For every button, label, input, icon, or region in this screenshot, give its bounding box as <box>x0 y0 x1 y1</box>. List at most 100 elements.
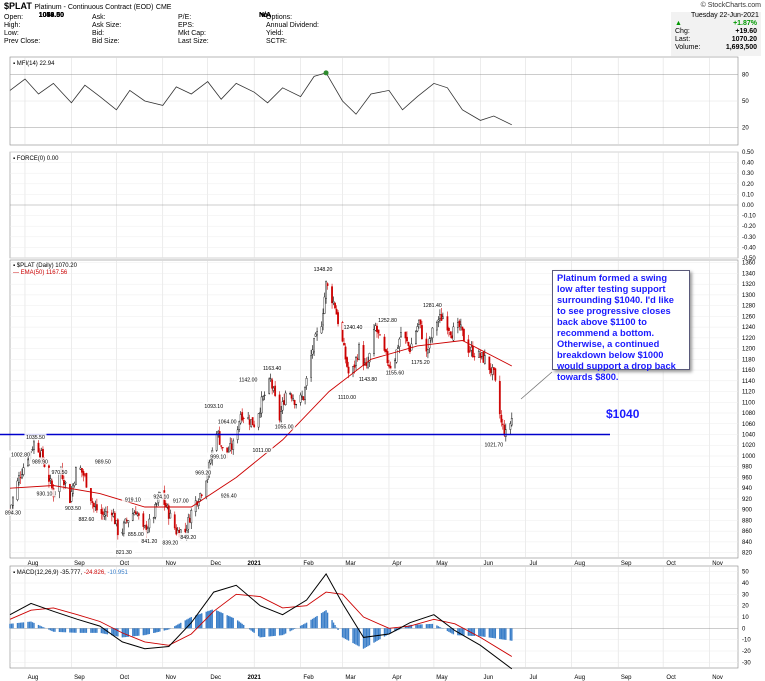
candle-body-181 <box>388 364 390 367</box>
x-label-macd-5: 2021 <box>247 675 261 681</box>
candle-body-47 <box>106 511 109 513</box>
macd-hist-bar-226 <box>482 628 485 637</box>
candle-body-209 <box>447 328 450 331</box>
price-label-5: 970.50 <box>51 470 67 476</box>
macd-hist-bar-82 <box>180 622 182 629</box>
price-label-17: 969.20 <box>195 471 211 477</box>
price-label-14: 839.20 <box>162 540 178 546</box>
candle-body-208 <box>446 316 449 331</box>
quote-col3-label-0: P/E: <box>178 14 192 21</box>
candle-body-157 <box>337 312 339 325</box>
x-label-macd-9: May <box>436 675 447 681</box>
macd-hist-bar-177 <box>379 628 381 640</box>
candle-body-31 <box>73 482 76 486</box>
macd-hist-bar-183 <box>394 628 396 632</box>
candle-body-104 <box>227 451 230 453</box>
mfi-tick-1: 50 <box>742 99 749 105</box>
macd-hist-bar-15 <box>40 626 43 629</box>
macd-hist-bar-40 <box>93 628 95 633</box>
macd-hist-bar-57 <box>127 628 130 637</box>
candle-body-142 <box>305 378 308 386</box>
macd-hist-bar-180 <box>386 628 389 635</box>
macd-hist-bar-59 <box>133 628 136 637</box>
quote-col1-value-3: 1050.60 <box>38 12 64 19</box>
macd-tick-0: -30 <box>742 660 751 666</box>
candle-body-62 <box>137 513 140 516</box>
candle-body-133 <box>289 392 292 395</box>
macd-hist-bar-228 <box>488 628 491 638</box>
macd-hist-bar-121 <box>262 628 264 638</box>
price-tick-15: 1120 <box>742 390 756 396</box>
candle-body-77 <box>169 512 172 519</box>
macd-hist-bar-135 <box>292 628 294 630</box>
mfi-line <box>9 72 512 126</box>
macd-hist-bar-157 <box>337 628 339 630</box>
candle-body-158 <box>341 322 344 342</box>
macd-hist-bar-190 <box>407 625 410 629</box>
x-label-price-14: Oct <box>666 561 676 567</box>
candle-body-99 <box>217 430 220 434</box>
candle-body-51 <box>115 520 118 525</box>
candle-body-26 <box>63 480 65 486</box>
candle-body-211 <box>450 335 453 339</box>
candle-body-6 <box>21 474 23 479</box>
price-label-bg-6 <box>61 503 84 511</box>
price-tick-9: 1000 <box>742 454 756 460</box>
candle-body-231 <box>492 367 495 370</box>
candle-body-102 <box>221 447 224 449</box>
price-label-34: 1021.70 <box>484 442 503 448</box>
candle-body-173 <box>373 329 375 354</box>
macd-hist-bar-17 <box>43 627 46 629</box>
volume-label: Volume: <box>675 44 701 51</box>
candle-body-33 <box>79 467 82 470</box>
candle-body-88 <box>194 500 197 513</box>
macd-hist-bar-238 <box>509 628 512 641</box>
macd-hist-bar-162 <box>347 628 350 641</box>
price-tick-2: 860 <box>742 529 753 535</box>
candle-body-186 <box>398 338 401 347</box>
macd-hist-bar-234 <box>500 628 503 640</box>
macd-hist-bar-230 <box>491 628 494 638</box>
macd-hist-bar-193 <box>415 624 417 629</box>
candle-body-203 <box>436 322 438 331</box>
macd-hist-bar-0 <box>9 623 11 629</box>
candle-body-20 <box>51 480 53 489</box>
quote-col1-value-1: 1074.00 <box>38 12 64 19</box>
macd-hist-bar-194 <box>416 624 419 629</box>
force-tick-4: 0.10 <box>742 192 754 198</box>
macd-hist-bar-108 <box>236 620 239 629</box>
price-label-31: 1155.60 <box>386 370 404 376</box>
candle-body-55 <box>124 518 127 523</box>
price-label-bg-25 <box>273 422 296 430</box>
x-label-macd-15: Nov <box>712 675 723 681</box>
macd-hist-bar-62 <box>138 628 140 636</box>
macd-hist-bar-139 <box>301 625 303 629</box>
macd-hist-bar-130 <box>281 628 284 636</box>
macd-hist-bar-203 <box>436 625 438 629</box>
macd-hist-bar-178 <box>383 628 386 637</box>
macd-hist-bar-232 <box>494 628 497 639</box>
price-label-21: 926.40 <box>221 494 237 500</box>
candle-body-122 <box>263 394 266 396</box>
candle-body-64 <box>143 525 146 528</box>
macd-tick-8: 50 <box>742 570 749 576</box>
candle-body-106 <box>230 443 233 450</box>
macd-legend-hist: -10.951 <box>108 570 129 576</box>
macd-hist-bar-92 <box>201 613 203 629</box>
x-label-macd-3: Nov <box>165 675 176 681</box>
candle-body-230 <box>491 367 494 375</box>
macd-hist-bar-73 <box>163 628 165 631</box>
candle-body-114 <box>248 419 251 425</box>
macd-tick-2: -10 <box>742 638 751 644</box>
chg-value: +19.60 <box>735 28 757 35</box>
macd-hist-bar-50 <box>114 628 116 636</box>
price-label-bg-7 <box>75 515 98 523</box>
macd-hist-bar-106 <box>230 617 233 629</box>
macd-hist-bar-6 <box>21 622 23 629</box>
price-label-bg-2 <box>24 432 47 440</box>
candle-body-83 <box>184 528 187 533</box>
macd-hist-bar-71 <box>157 628 159 632</box>
macd-hist-bar-91 <box>199 613 201 629</box>
macd-hist-bar-154 <box>332 622 335 629</box>
candle-body-39 <box>91 501 94 503</box>
